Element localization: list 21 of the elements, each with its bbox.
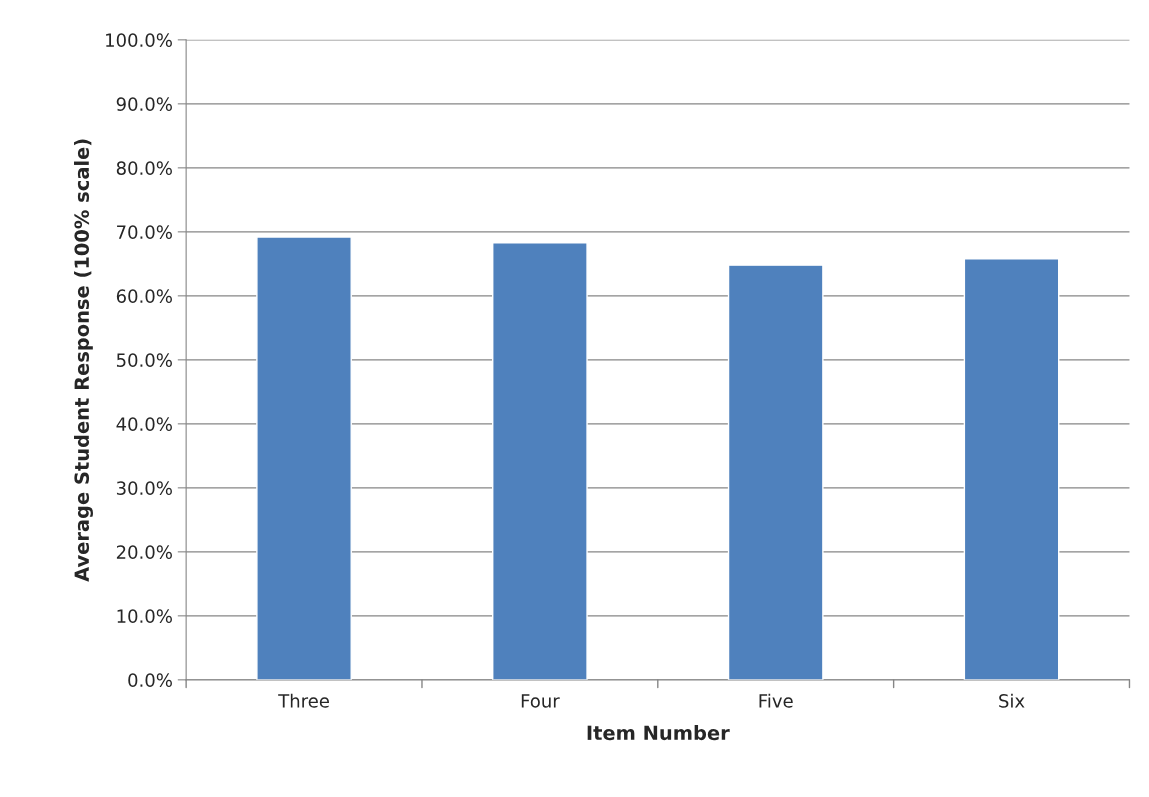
- y-tick-label: 90.0%: [116, 97, 172, 111]
- y-tick-label: 60.0%: [116, 289, 172, 303]
- y-tick-label: 50.0%: [116, 353, 172, 367]
- y-tick-label: 40.0%: [116, 417, 172, 431]
- x-tick-label: Five: [759, 693, 793, 708]
- y-tick-label: 80.0%: [116, 161, 172, 175]
- y-tick-label: 100.0%: [106, 33, 172, 47]
- x-tick-label: Four: [521, 694, 560, 708]
- y-tick-label: 70.0%: [117, 225, 172, 239]
- bar: [492, 242, 588, 680]
- x-axis-title: Item Number: [587, 725, 730, 741]
- y-tick-label: 20.0%: [116, 545, 172, 559]
- x-tick-label: Three: [278, 693, 329, 708]
- y-tick-label: 10.0%: [117, 609, 172, 623]
- bar: [256, 236, 352, 680]
- y-tick-label: 0.0%: [128, 673, 172, 687]
- bar: [727, 264, 824, 680]
- y-tick-label: 30.0%: [116, 481, 172, 495]
- x-tick-label: Six: [999, 693, 1025, 708]
- bar: [963, 258, 1060, 680]
- y-axis-title: Average Student Response (100% scale): [74, 139, 93, 582]
